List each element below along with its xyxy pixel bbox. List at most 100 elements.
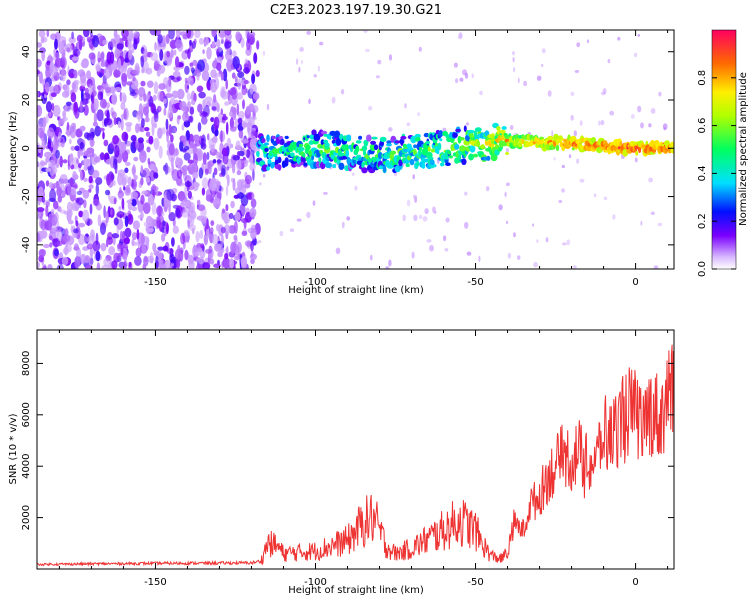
spectrogram-noise-cell <box>38 211 41 218</box>
spectrogram-noise-cell <box>250 240 254 252</box>
spectrogram-noise-cell <box>79 142 85 150</box>
spectrogram-noise-cell <box>205 37 209 46</box>
spectrogram-noise-cell <box>120 247 124 256</box>
spectrogram-noise-cell <box>184 249 189 261</box>
spectrogram-signal-cell <box>280 139 285 146</box>
spectrogram-noise-cell <box>536 75 542 81</box>
spectrogram-noise-cell <box>232 178 236 191</box>
spectrogram-noise-cell <box>113 30 118 39</box>
spectrogram-noise-cell <box>95 65 101 72</box>
spectrogram-noise-cell <box>453 62 458 68</box>
spectrogram-noise-cell <box>536 239 539 243</box>
spectrogram-y-axis-label: Frequency (Hz) <box>8 111 19 187</box>
spectrogram-noise-cell <box>80 78 87 88</box>
spectrogram-signal-cell <box>323 133 328 137</box>
spectrogram-noise-cell <box>650 108 656 114</box>
spectrogram-signal-cell <box>358 135 363 140</box>
spectrogram-noise-cell <box>225 166 228 180</box>
spectrogram-signal-cell <box>261 138 266 143</box>
spectrogram-noise-cell <box>251 116 257 121</box>
spectrogram-noise-cell <box>80 60 88 69</box>
spectrogram-noise-cell <box>120 102 126 110</box>
spectrogram-noise-cell <box>574 70 580 73</box>
spectrogram-signal-cell <box>447 150 452 155</box>
spectrogram-noise-cell <box>236 170 242 176</box>
spectrogram-noise-cell <box>206 46 212 60</box>
spectrogram-noise-cell <box>296 218 302 222</box>
spectrogram-noise-cell <box>201 137 205 143</box>
spectrogram-y-tick-label: -20 <box>21 188 32 204</box>
spectrogram-noise-cell <box>173 49 177 56</box>
spectrogram-noise-cell <box>171 237 175 247</box>
spectrogram-signal-cell <box>305 144 311 150</box>
spectrogram-noise-cell <box>235 250 240 261</box>
spectrogram-noise-cell <box>93 156 101 163</box>
spectrogram-signal-cell <box>325 162 332 169</box>
spectrogram-noise-cell <box>113 217 119 226</box>
spectrogram-signal-cell <box>476 140 481 148</box>
spectrogram-noise-cell <box>163 107 167 116</box>
spectrogram-noise-cell <box>346 216 351 221</box>
spectrogram-noise-cell <box>650 211 655 215</box>
spectrogram-signal-cell <box>427 146 431 152</box>
spectrogram-noise-cell <box>175 207 181 218</box>
spectrogram-noise-cell <box>300 60 303 64</box>
spectrogram-noise-cell <box>57 240 63 247</box>
spectrogram-noise-cell <box>173 66 181 71</box>
spectrogram-noise-cell <box>242 99 245 110</box>
spectrogram-signal-cell <box>415 137 421 142</box>
spectrogram-noise-cell <box>150 52 159 62</box>
spectrogram-noise-cell <box>187 159 194 164</box>
spectrogram-noise-cell <box>368 105 373 111</box>
spectrogram-noise-cell <box>125 121 133 127</box>
spectrogram-noise-cell <box>239 203 246 217</box>
spectrogram-noise-cell <box>118 221 124 229</box>
spectrogram-noise-cell <box>253 52 258 64</box>
spectrogram-noise-cell <box>73 228 79 234</box>
spectrogram-signal-cell <box>619 141 623 147</box>
spectrogram-noise-cell <box>148 135 154 145</box>
spectrogram-x-tick-label: -50 <box>467 277 483 288</box>
spectrogram-noise-cell <box>181 124 185 131</box>
spectrogram-noise-cell <box>457 35 463 40</box>
spectrogram-noise-cell <box>335 247 341 255</box>
spectrogram-noise-cell <box>67 244 72 253</box>
spectrogram-noise-cell <box>466 122 469 126</box>
spectrogram-noise-cell <box>576 158 580 164</box>
spectrogram-noise-cell <box>70 187 77 196</box>
spectrogram-noise-cell <box>37 261 40 269</box>
spectrogram-noise-cell <box>201 187 206 196</box>
spectrogram-noise-cell <box>206 218 209 230</box>
spectrogram-noise-cell <box>154 41 158 52</box>
spectrogram-noise-cell <box>230 143 234 149</box>
spectrogram-noise-cell <box>176 30 181 39</box>
spectrogram-noise-cell <box>50 92 57 98</box>
spectrogram-noise-cell <box>222 257 231 269</box>
spectrogram-signal-cell <box>423 132 430 138</box>
spectrogram-noise-cell <box>80 149 83 157</box>
spectrogram-noise-cell <box>220 71 224 81</box>
spectrogram-noise-cell <box>245 174 252 185</box>
spectrogram-noise-cell <box>45 101 53 113</box>
spectrogram-noise-cell <box>194 181 197 187</box>
spectrogram-noise-cell <box>105 159 112 165</box>
spectrogram-noise-cell <box>198 37 204 45</box>
spectrogram-signal-cell <box>355 140 362 144</box>
spectrogram-noise-cell <box>126 199 133 204</box>
spectrogram-noise-cell <box>158 145 163 159</box>
spectrogram-noise-cell <box>424 208 429 215</box>
spectrogram-noise-cell <box>140 233 145 245</box>
spectrogram-noise-cell <box>562 242 567 246</box>
spectrogram-noise-cell <box>145 176 150 183</box>
spectrogram-noise-cell <box>156 69 161 77</box>
spectrogram-noise-cell <box>236 158 242 171</box>
spectrogram-noise-cell <box>216 159 222 164</box>
snr-ticks: -150 -100 -50 0 2000 4000 6000 8000 <box>21 330 674 588</box>
spectrogram-noise-cell <box>118 141 127 153</box>
spectrogram-noise-cell <box>113 117 117 125</box>
spectrogram-signal-cell <box>670 141 674 147</box>
spectrogram-noise-cell <box>429 244 434 252</box>
spectrogram-x-axis-label: Height of straight line (km) <box>288 285 424 296</box>
spectrogram-noise-cell <box>183 229 190 237</box>
